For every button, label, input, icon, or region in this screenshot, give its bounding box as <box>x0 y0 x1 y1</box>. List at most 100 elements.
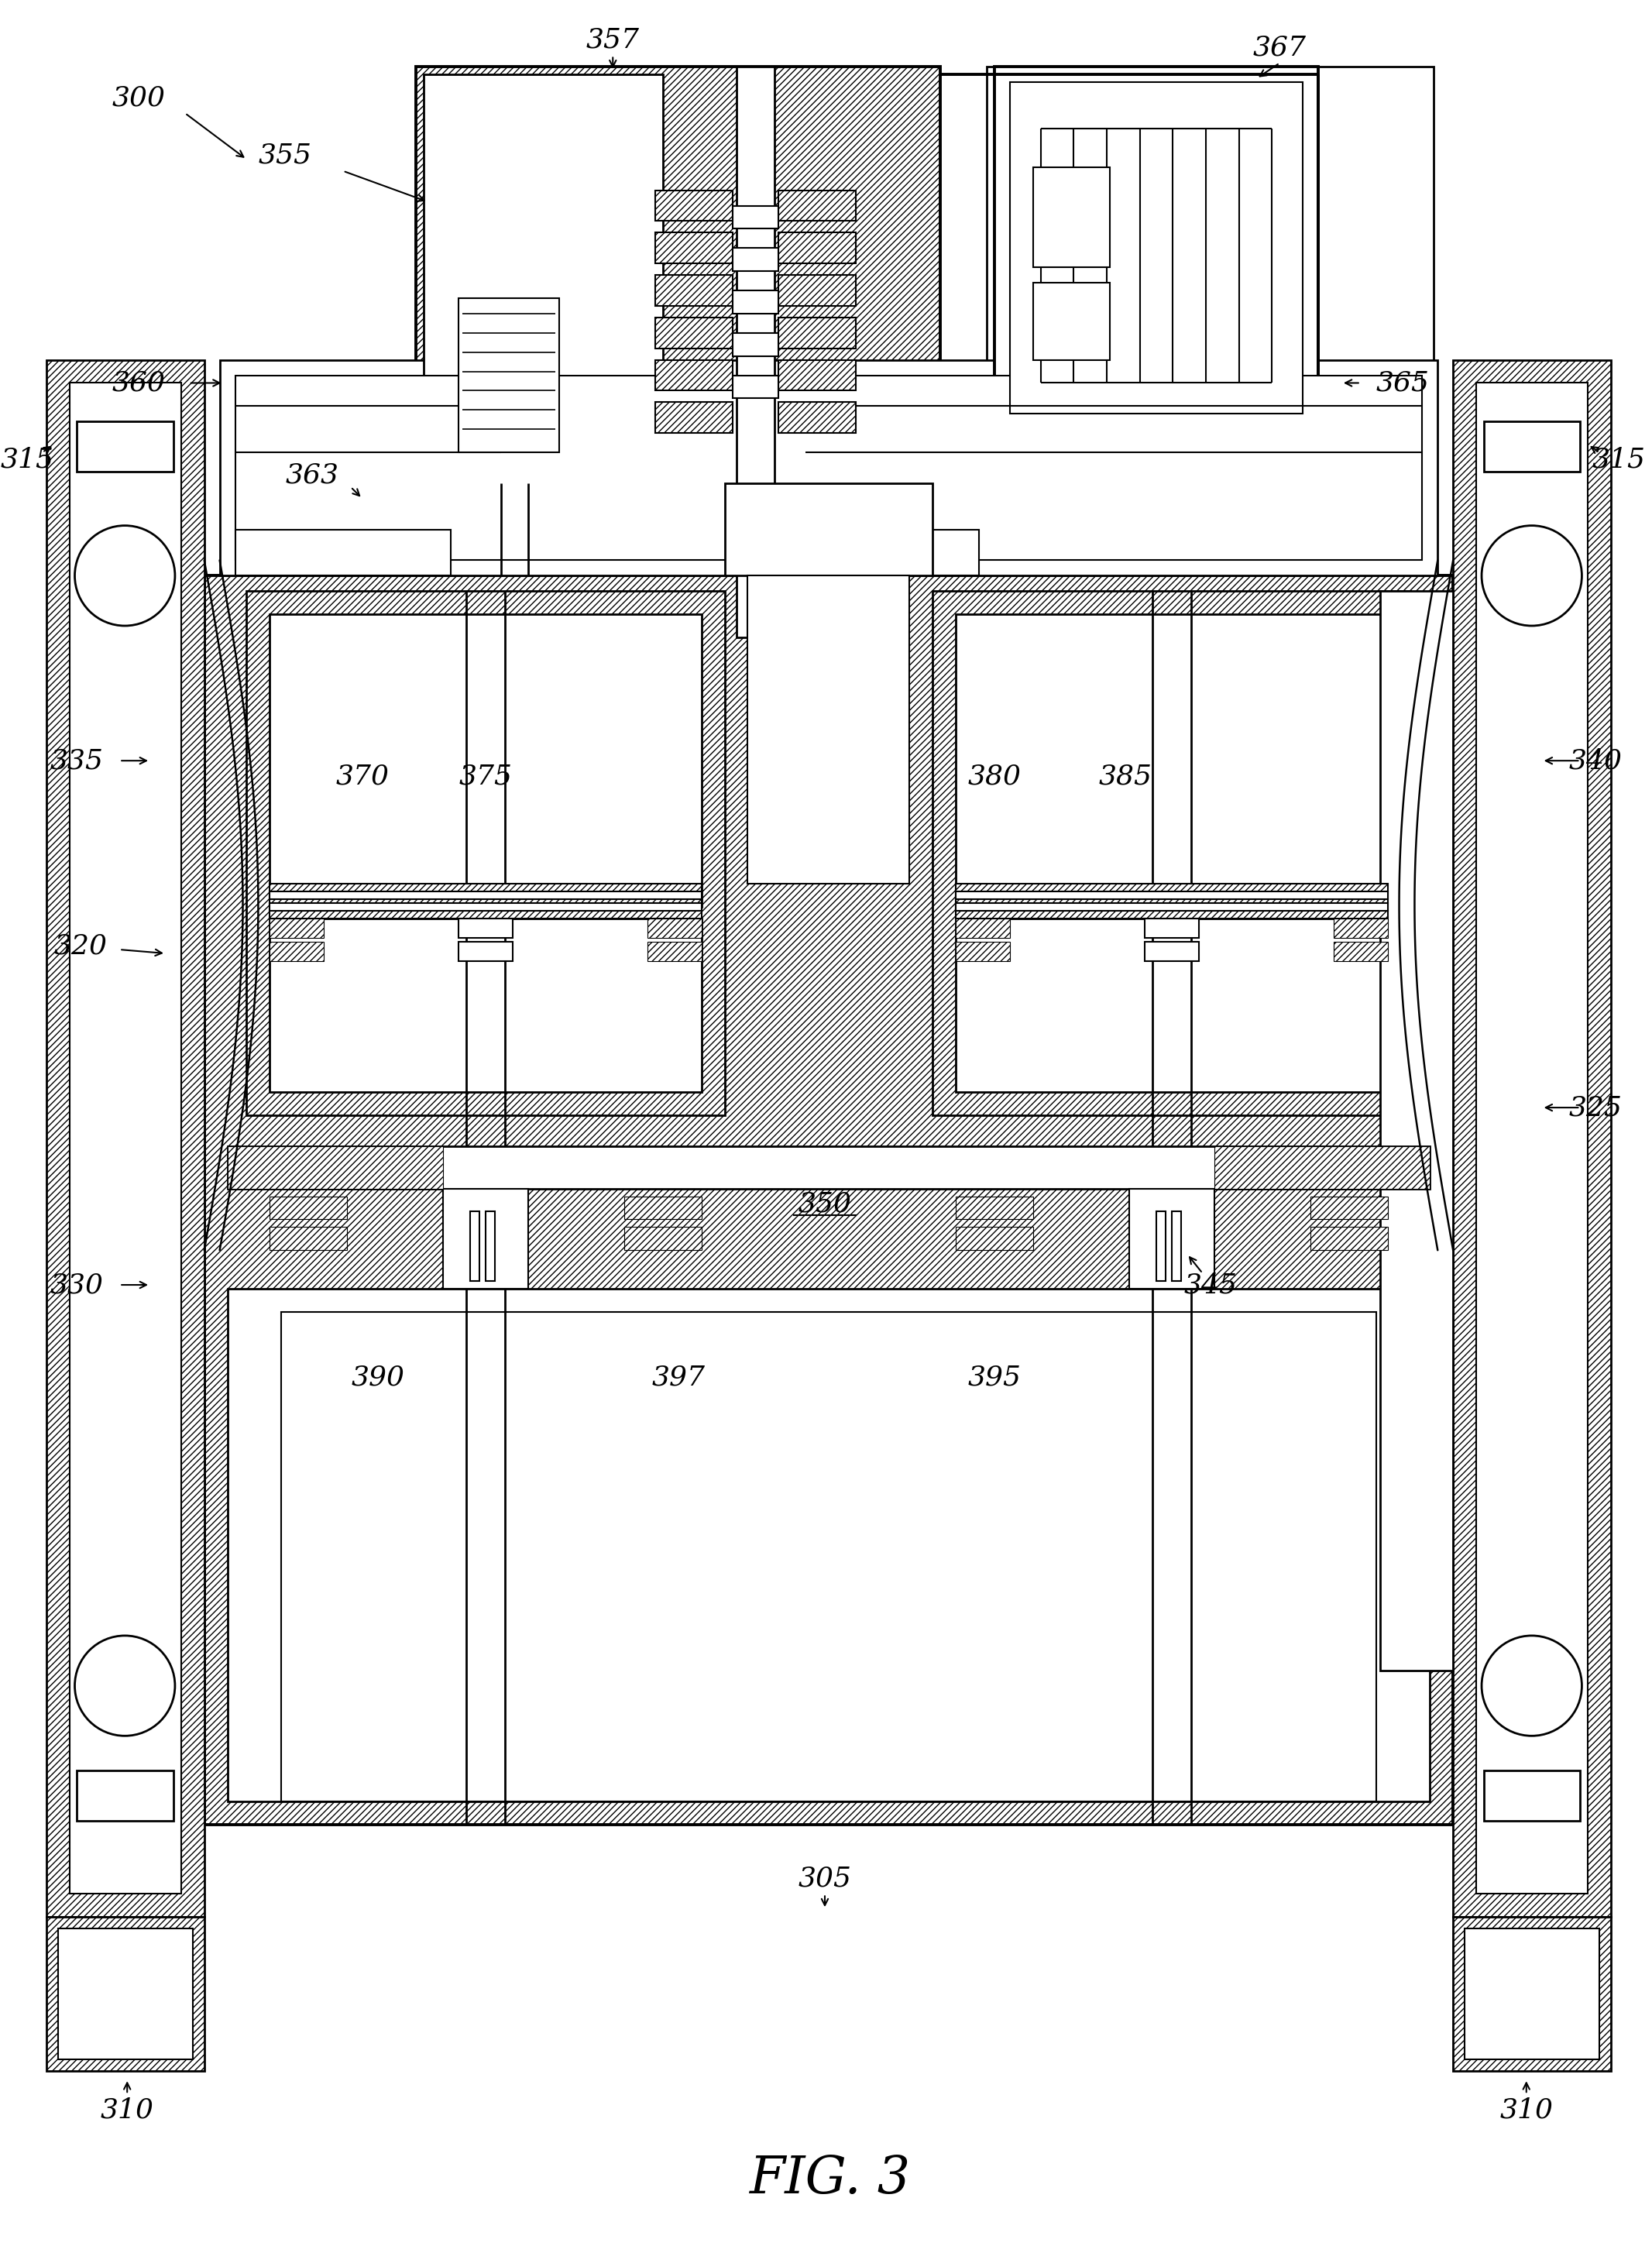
Text: 310: 310 <box>1500 2096 1553 2122</box>
Bar <box>763 530 980 575</box>
Bar <box>220 359 1437 575</box>
Bar <box>778 191 856 220</box>
Text: 335: 335 <box>50 748 104 775</box>
Text: 340: 340 <box>1569 748 1622 775</box>
Bar <box>995 67 1318 429</box>
Bar <box>656 274 732 305</box>
Bar <box>957 885 1388 919</box>
Bar <box>778 359 856 391</box>
Bar <box>957 903 1388 912</box>
Bar <box>732 247 778 272</box>
Bar <box>269 941 324 961</box>
Text: 397: 397 <box>651 1363 705 1390</box>
Bar <box>425 74 662 476</box>
Text: 315: 315 <box>0 447 53 474</box>
Bar <box>656 234 732 263</box>
Bar <box>624 1197 702 1220</box>
Bar <box>228 1289 1431 1801</box>
Bar <box>269 892 702 898</box>
Circle shape <box>1482 1635 1583 1736</box>
Text: 320: 320 <box>55 932 107 959</box>
Bar <box>656 402 732 433</box>
Text: 325: 325 <box>1569 1094 1622 1121</box>
Bar <box>228 1145 1431 1188</box>
Bar <box>1483 1770 1581 1822</box>
Bar <box>269 919 702 1092</box>
Bar <box>459 919 512 939</box>
Bar <box>656 359 732 391</box>
Bar <box>1171 1211 1181 1280</box>
Bar <box>1454 1918 1611 2071</box>
Text: 367: 367 <box>1252 34 1307 61</box>
Bar <box>732 207 778 229</box>
Bar <box>778 402 856 433</box>
Bar <box>778 274 856 305</box>
Bar <box>725 483 933 575</box>
Bar <box>269 1197 347 1220</box>
Bar <box>246 591 725 1116</box>
Text: 363: 363 <box>286 463 339 490</box>
Bar <box>69 384 182 1893</box>
Bar <box>269 903 702 912</box>
Bar <box>957 613 1388 907</box>
Text: 355: 355 <box>258 141 312 168</box>
Text: 385: 385 <box>1099 764 1151 788</box>
Bar <box>732 290 778 314</box>
Bar <box>732 375 778 398</box>
Bar <box>471 1211 479 1280</box>
Bar <box>986 67 1434 445</box>
Text: 315: 315 <box>1593 447 1645 474</box>
Bar <box>648 919 702 939</box>
Bar <box>1333 941 1388 961</box>
Bar <box>1310 1197 1388 1220</box>
Bar <box>656 317 732 348</box>
Bar <box>1483 422 1581 472</box>
Bar <box>269 885 702 919</box>
Bar <box>1145 919 1199 939</box>
Bar <box>957 941 1009 961</box>
Bar <box>443 1188 529 1289</box>
Text: 345: 345 <box>1183 1271 1237 1298</box>
Bar <box>933 591 1411 1116</box>
Bar <box>1465 1929 1599 2060</box>
Text: 370: 370 <box>335 764 388 788</box>
Bar <box>78 422 173 472</box>
Text: 350: 350 <box>798 1190 851 1217</box>
Text: 330: 330 <box>50 1271 104 1298</box>
Text: 357: 357 <box>586 27 639 54</box>
Circle shape <box>1482 526 1583 627</box>
Bar <box>1145 941 1199 961</box>
Text: 375: 375 <box>459 764 512 788</box>
Bar <box>957 1197 1032 1220</box>
Circle shape <box>74 1635 175 1736</box>
Bar <box>486 1211 496 1280</box>
Bar <box>957 1226 1032 1251</box>
Bar <box>1477 384 1588 1893</box>
Text: 300: 300 <box>112 85 165 110</box>
Bar <box>1032 166 1110 267</box>
Bar <box>78 1770 173 1822</box>
Bar <box>205 575 1454 1824</box>
Bar <box>1333 919 1388 939</box>
Bar <box>269 919 324 939</box>
Bar <box>1032 283 1110 359</box>
Bar <box>748 575 910 885</box>
Bar <box>1009 83 1303 413</box>
Text: 365: 365 <box>1376 371 1429 395</box>
Bar <box>1379 591 1454 1671</box>
Bar <box>251 1312 1408 1801</box>
Bar <box>269 1226 347 1251</box>
Bar <box>459 941 512 961</box>
Text: 390: 390 <box>350 1363 405 1390</box>
Circle shape <box>74 526 175 627</box>
Bar <box>732 332 778 355</box>
Bar <box>281 1312 1376 1801</box>
Bar <box>235 375 1422 559</box>
Text: 305: 305 <box>798 1864 851 1891</box>
Text: 380: 380 <box>968 764 1021 788</box>
Bar <box>778 234 856 263</box>
Bar <box>235 530 451 575</box>
Text: 360: 360 <box>112 371 165 395</box>
Bar <box>1130 1188 1214 1289</box>
Bar <box>624 1226 702 1251</box>
